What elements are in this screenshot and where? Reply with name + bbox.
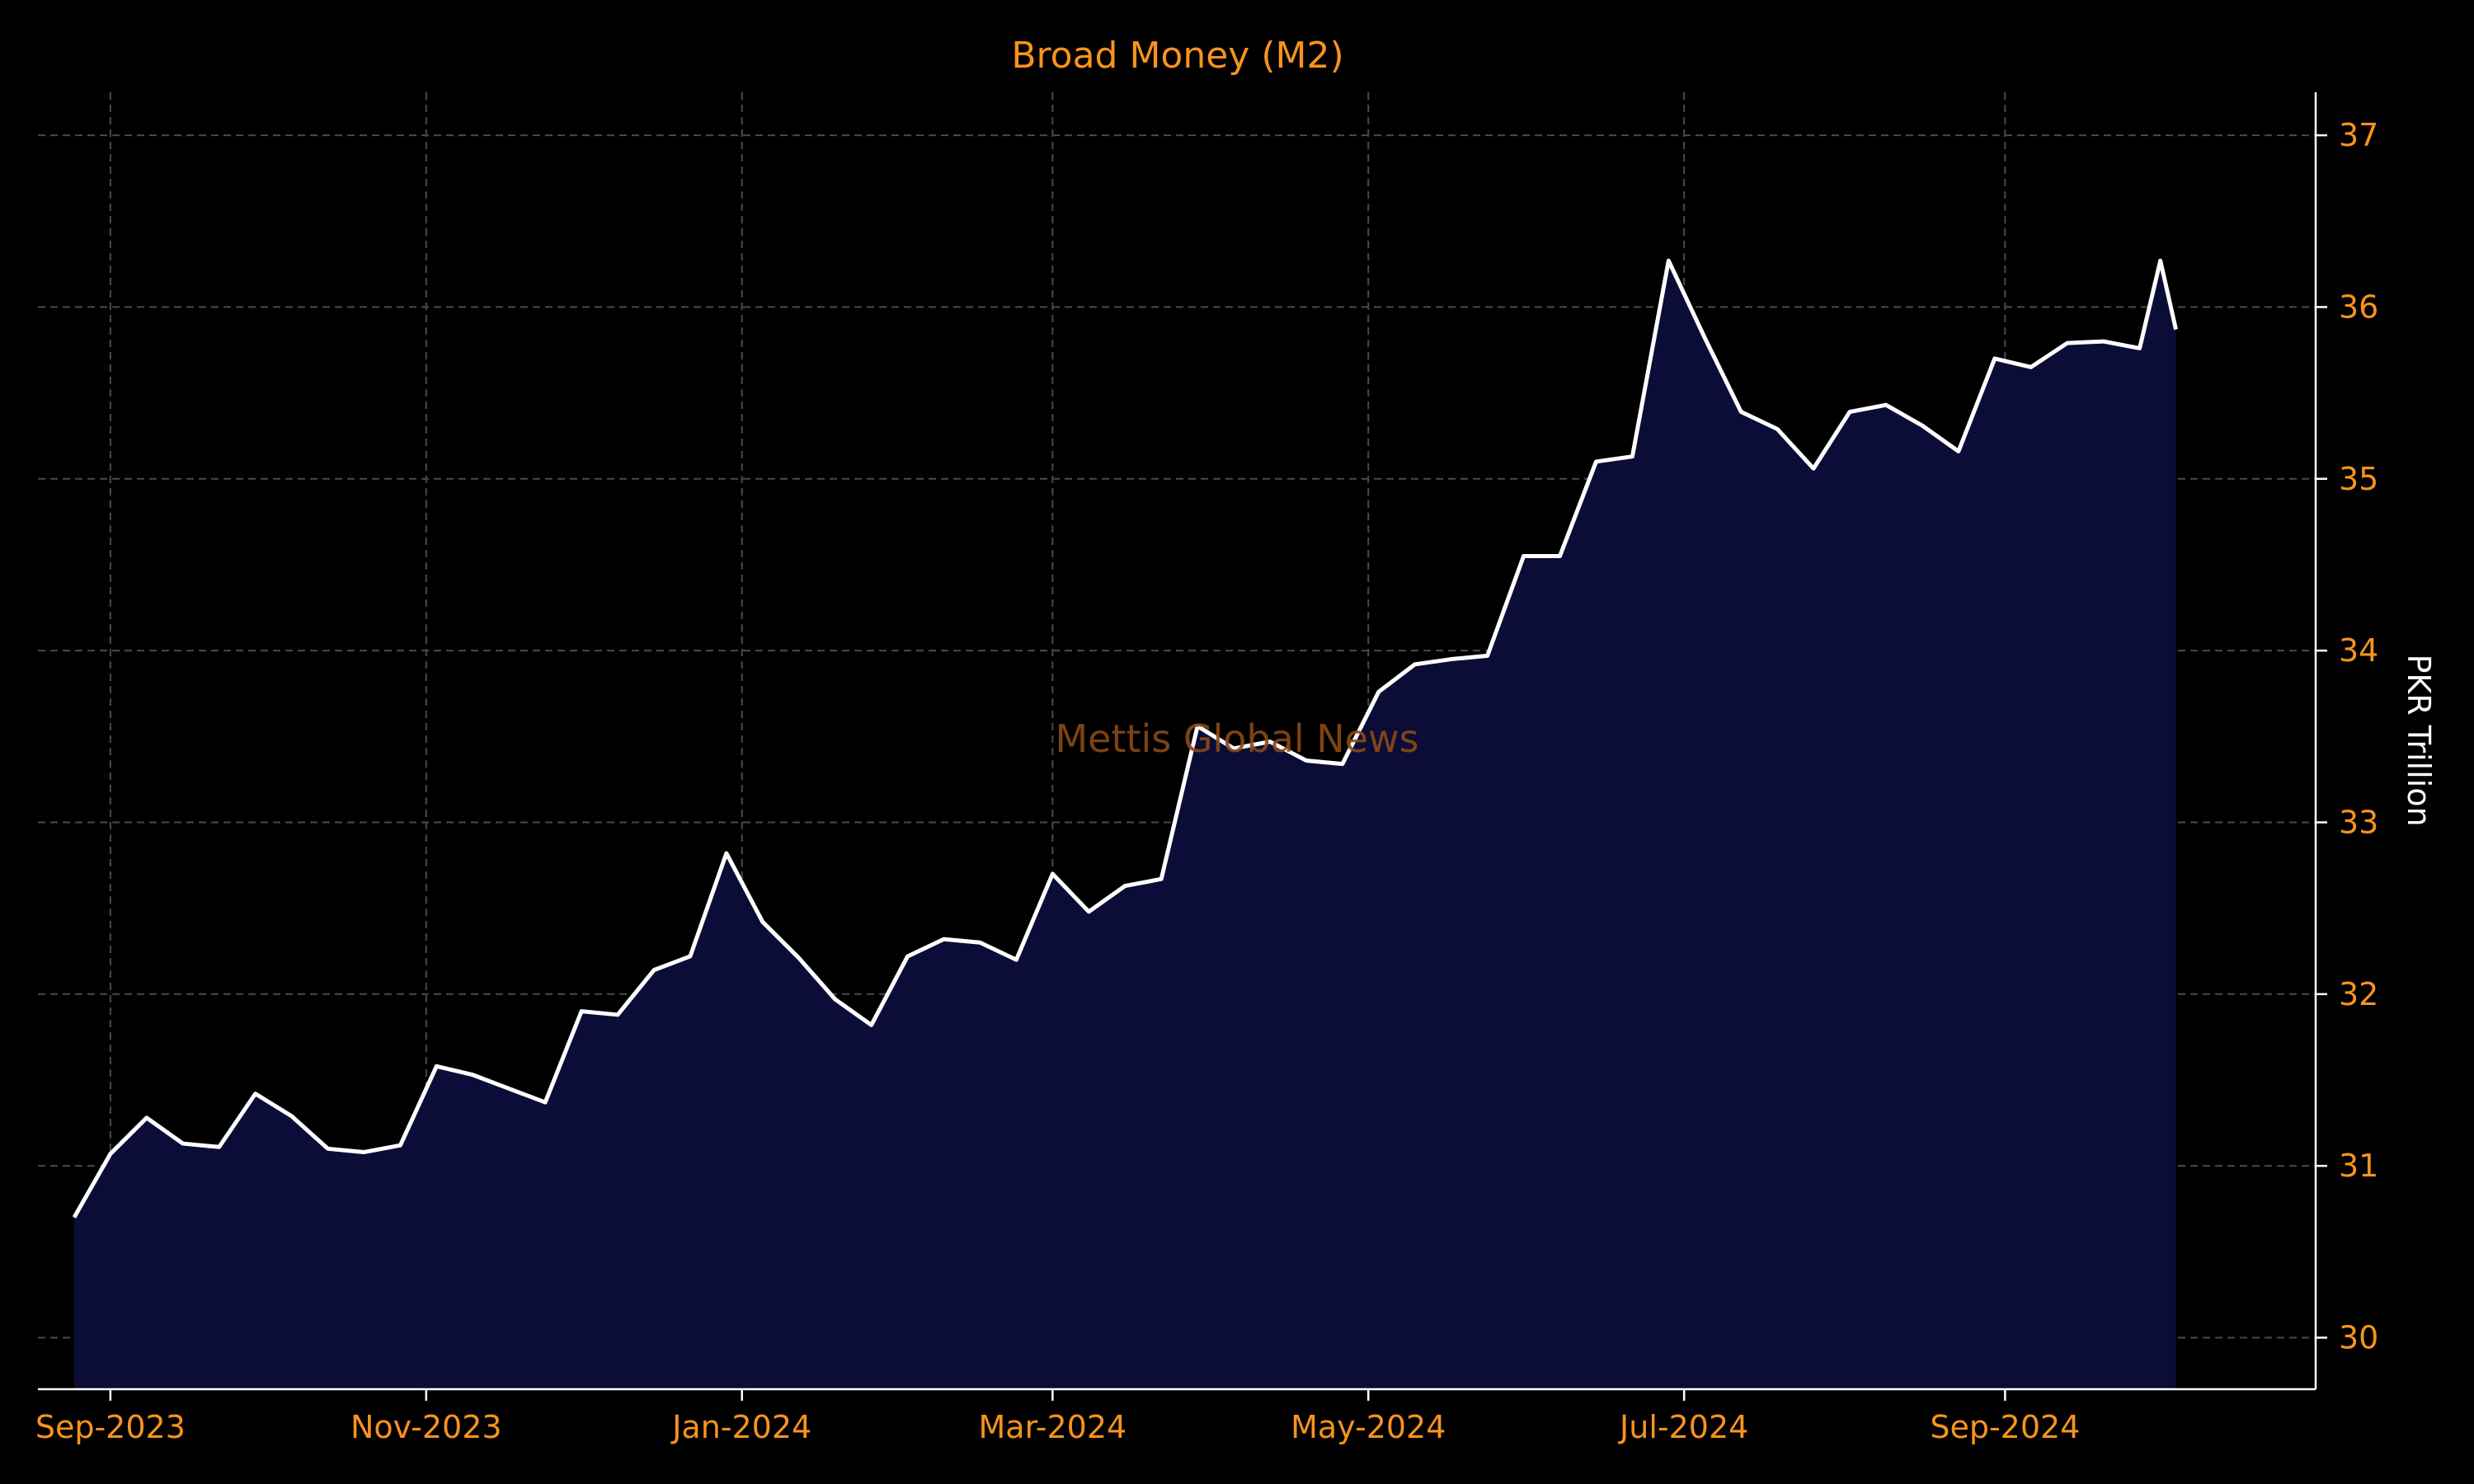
y-tick-label: 34: [2339, 632, 2378, 669]
x-tick-label: Jan-2024: [670, 1409, 811, 1445]
chart-title: Broad Money (M2): [1011, 35, 1343, 77]
x-tick-label: Sep-2023: [35, 1409, 186, 1445]
y-tick-label: 36: [2339, 289, 2378, 325]
x-tick-label: Mar-2024: [979, 1409, 1127, 1445]
x-tick-label: May-2024: [1291, 1409, 1446, 1445]
y-tick-label: 31: [2339, 1148, 2378, 1184]
m2-series-line: [72, 258, 2178, 1219]
y-tick-label: 32: [2339, 976, 2378, 1012]
y-tick-label: 33: [2339, 804, 2378, 840]
watermark: Mettis Global News: [1055, 716, 1418, 761]
x-tick-label: Nov-2023: [350, 1409, 502, 1445]
y-tick-label: 35: [2339, 461, 2378, 497]
x-axis-ticks: Sep-2023 Nov-2023 Jan-2024 Mar-2024 May-2024…: [35, 1389, 2080, 1445]
y-axis-label: PKR Trillion: [2401, 654, 2437, 826]
axes: [38, 92, 2317, 1391]
m2-area-fill: [73, 261, 2176, 1390]
y-tick-label: 37: [2339, 117, 2378, 153]
x-tick-label: Sep-2024: [1930, 1409, 2080, 1445]
x-tick-label: Jul-2024: [1618, 1409, 1748, 1445]
y-axis-ticks: 30 31 32 33 34 35 36 37: [2316, 117, 2378, 1355]
y-tick-label: 30: [2339, 1319, 2378, 1355]
